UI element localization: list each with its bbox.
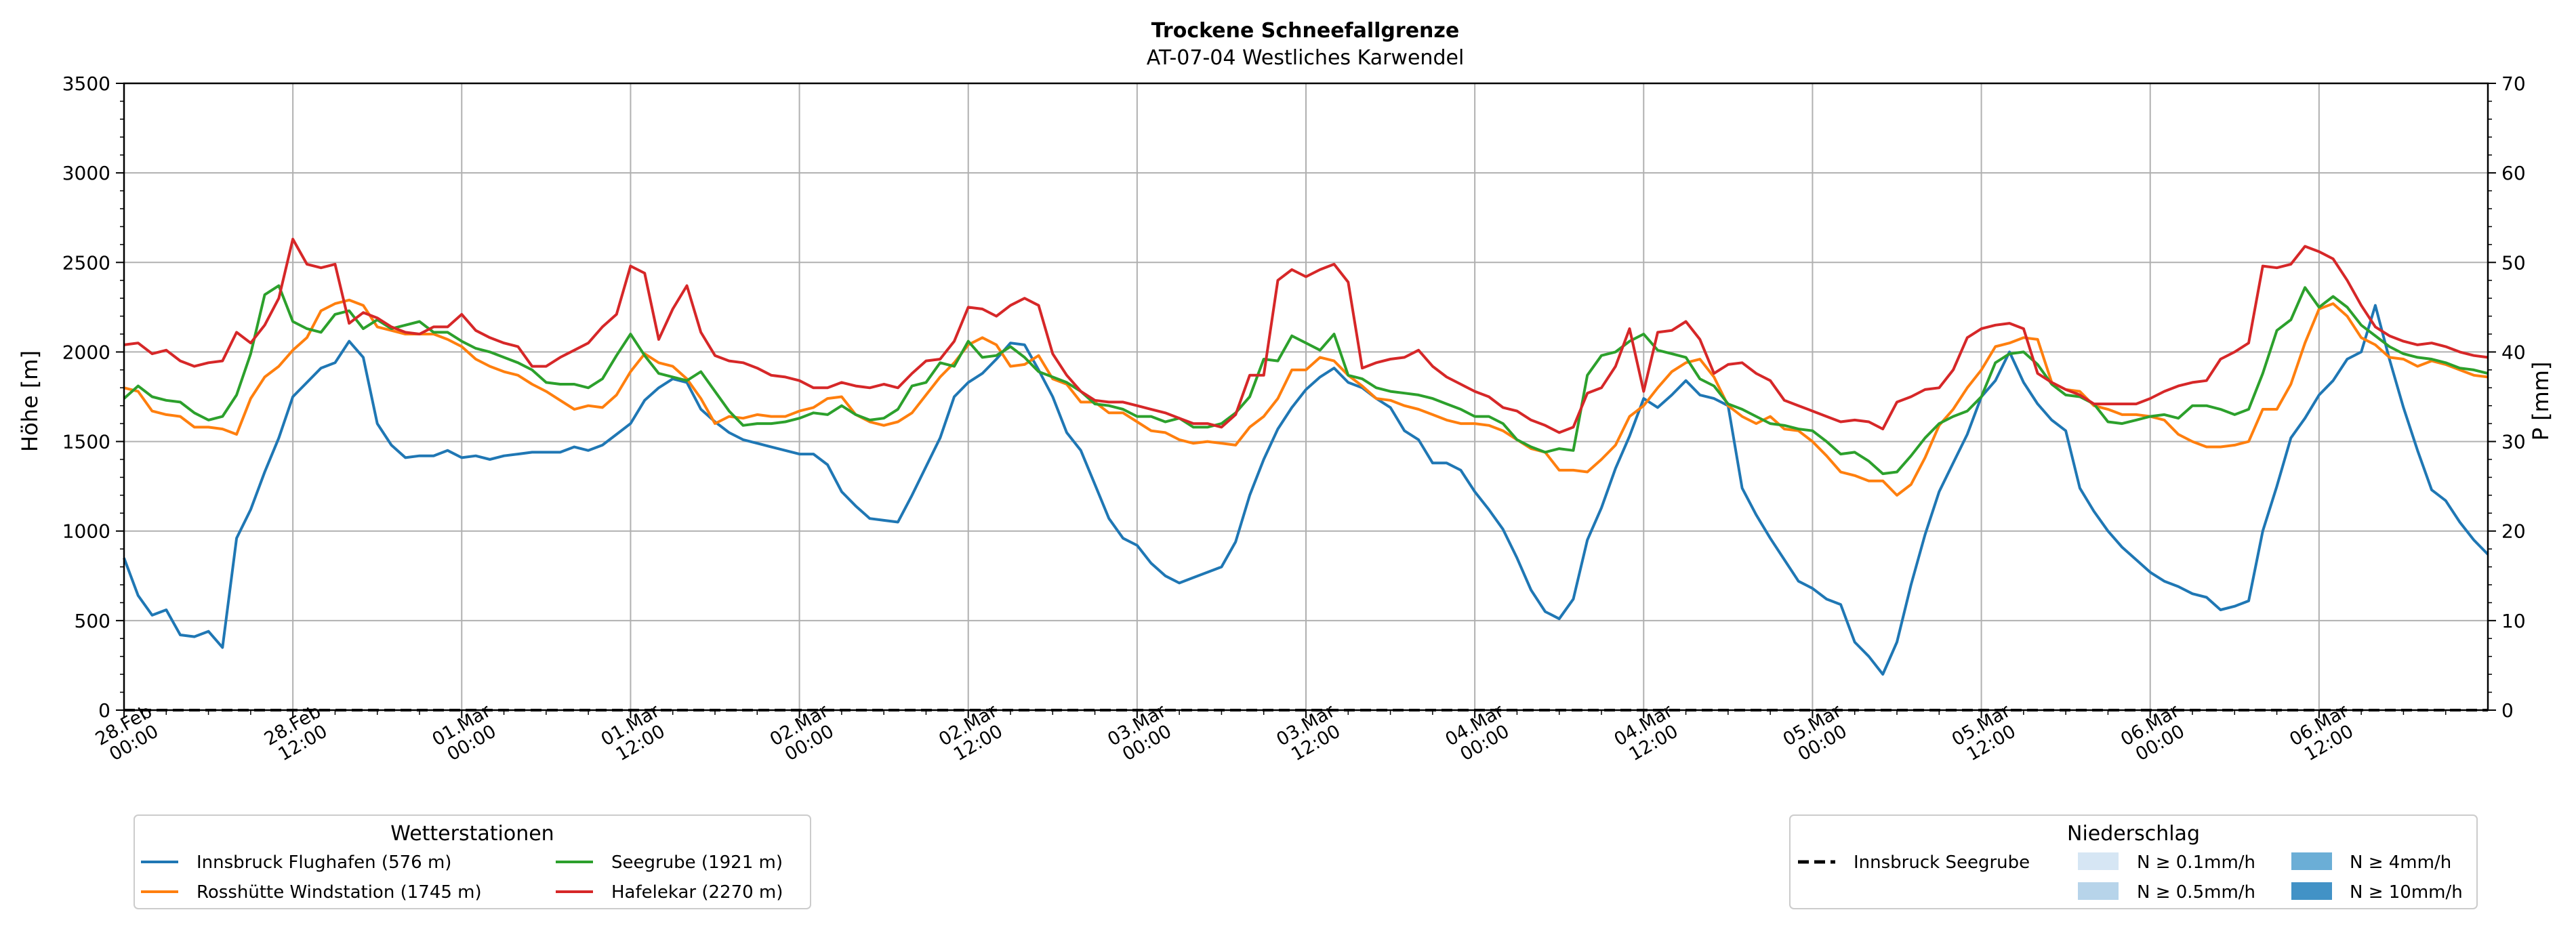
y-tick-label-1: 500 [75,610,110,632]
series-line-0 [123,304,2489,676]
y2-tick-label-4: 40 [2501,341,2526,363]
legend-swatch-n4 [2291,852,2332,870]
y2-tick-label-0: 0 [2501,699,2514,722]
y2-tick-label-3: 30 [2501,431,2526,453]
y2-axis-ticks: 0 10 20 30 40 50 60 70 [2488,73,2526,722]
chart-subtitle: AT-07-04 Westliches Karwendel [1147,46,1465,70]
legend-stations: Wetterstationen Innsbruck Flughafen (576… [134,814,811,909]
y2-tick-label-5: 50 [2501,251,2526,274]
legend-label-hafelekar: Hafelekar (2270 m) [611,882,783,903]
y-tick-label-7: 3500 [62,73,110,95]
legend-label-precip-line: Innsbruck Seegrube [1854,852,2030,873]
y-axis-ticks: 0 500 1000 1500 2000 2500 3000 3500 [62,73,124,722]
y-axis-label: Höhe [m] [17,350,43,452]
y-tick-label-5: 2500 [62,251,110,274]
legend-label-n4: N ≥ 4mm/h [2350,852,2451,873]
legend-label-rosshuette: Rosshütte Windstation (1745 m) [197,882,482,903]
y2-tick-label-7: 70 [2501,73,2526,95]
legend-swatch-n01 [2078,852,2119,870]
series-line-3 [123,237,2489,434]
legend-label-seegrube: Seegrube (1921 m) [611,852,783,873]
y-tick-label-2: 1000 [62,520,110,543]
y-tick-label-0: 0 [98,699,110,722]
y-tick-label-4: 2000 [62,341,110,363]
chart-title: Trockene Schneefallgrenze [1151,19,1459,43]
legend-swatch-n05 [2078,882,2119,900]
series-lines [123,237,2489,676]
legend-label-n01: N ≥ 0.1mm/h [2137,852,2255,873]
y2-tick-label-1: 10 [2501,610,2526,632]
legend-label-n10: N ≥ 10mm/h [2350,882,2463,903]
grid-lines [124,83,2488,710]
y2-axis-label: P [mm] [2528,362,2554,441]
legend-swatch-n10 [2291,882,2332,900]
y-tick-label-3: 1500 [62,431,110,453]
legend-precipitation: Niederschlag Innsbruck Seegrube N ≥ 0.1m… [1789,814,2478,909]
legend-label-innsbruck-flughafen: Innsbruck Flughafen (576 m) [197,852,451,873]
legend-stations-title: Wetterstationen [390,822,554,846]
plot-frame [123,82,2489,711]
y2-tick-label-2: 20 [2501,520,2526,543]
y2-tick-label-6: 60 [2501,162,2526,184]
y-tick-label-6: 3000 [62,162,110,184]
legend-precip-title: Niederschlag [2067,822,2200,846]
legend-label-n05: N ≥ 0.5mm/h [2137,882,2255,903]
legend-stations-frame [134,814,811,909]
